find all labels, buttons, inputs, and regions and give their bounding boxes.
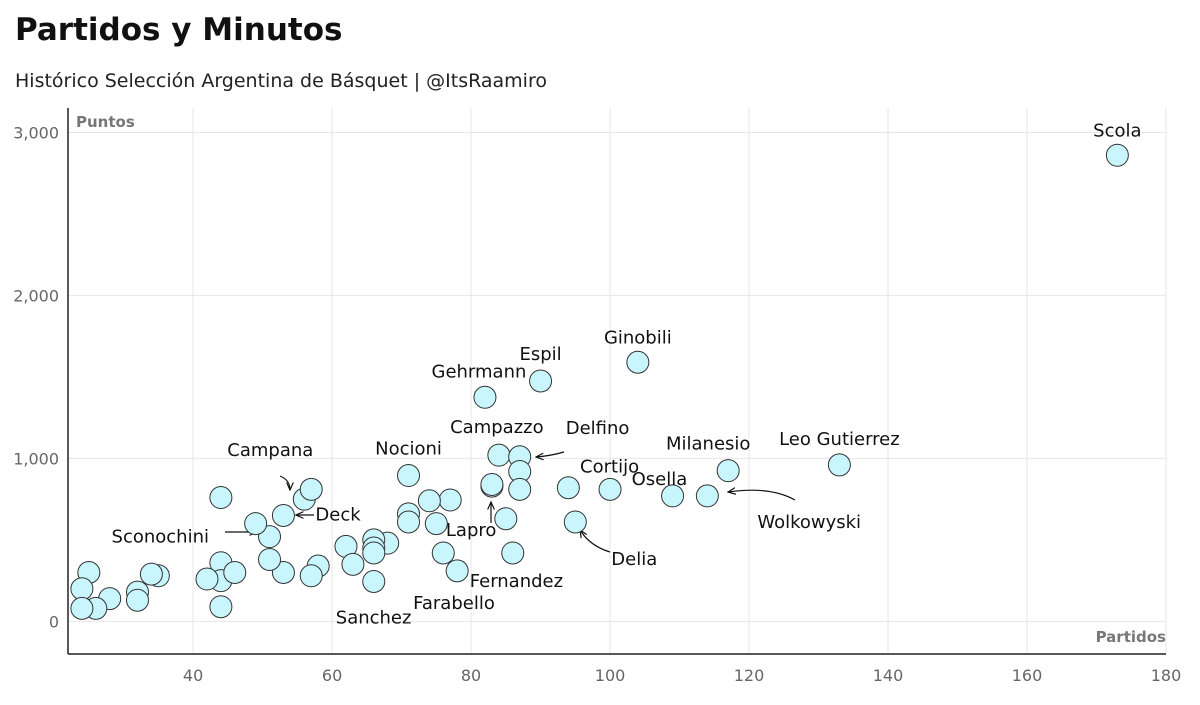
x-tick-label: 40 (183, 666, 203, 685)
arrow-wolkowyski (728, 490, 796, 501)
data-point (494, 507, 518, 531)
data-point (195, 567, 219, 591)
chart-subtitle: Histórico Selección Argentina de Básquet… (15, 70, 547, 92)
data-point (598, 477, 622, 501)
data-points (70, 143, 1129, 620)
arrow-delfino (536, 451, 565, 457)
data-point (397, 510, 421, 534)
x-tick-label: 60 (322, 666, 342, 685)
chart-title: Partidos y Minutos (15, 12, 343, 48)
x-tick-label: 100 (595, 666, 626, 685)
data-point (529, 369, 553, 393)
point-label: Sconochini (112, 527, 209, 548)
data-point (397, 464, 421, 488)
data-point (473, 385, 497, 409)
y-tick-label: 3,000 (13, 123, 59, 142)
axes: 40 60 80 100 120 140 160 180 0 1,000 2,000 3,000 (13, 108, 1181, 685)
point-label: Sanchez (336, 607, 412, 628)
data-point (258, 547, 282, 571)
y-axis-title: Puntos (76, 113, 135, 131)
point-label: Gehrmann (432, 361, 527, 382)
data-point (563, 510, 587, 534)
point-label: Milanesio (666, 434, 750, 455)
point-label: Espil (519, 344, 561, 365)
data-point (341, 552, 365, 576)
x-axis-title: Partidos (1096, 628, 1166, 646)
point-label: Cortijo (580, 456, 639, 477)
point-label: Deck (315, 504, 361, 525)
x-tick-label: 120 (734, 666, 765, 685)
data-point (480, 472, 504, 496)
data-point (417, 489, 441, 513)
data-point (362, 541, 386, 565)
point-label: Campana (227, 440, 313, 461)
point-label: Fernandez (470, 571, 563, 592)
point-label: Nocioni (375, 439, 442, 460)
data-point (362, 569, 386, 593)
point-label: Wolkowyski (757, 512, 861, 533)
point-label: Delfino (566, 418, 630, 439)
x-tick-label: 180 (1151, 666, 1182, 685)
data-point (556, 476, 580, 500)
data-point (299, 477, 323, 501)
data-point (139, 562, 163, 586)
point-label: Scola (1093, 120, 1141, 141)
point-label: Delia (611, 549, 657, 570)
point-label: Osella (632, 469, 688, 490)
data-point (661, 484, 685, 508)
grid (68, 108, 1167, 654)
data-point (70, 596, 94, 620)
data-point (424, 512, 448, 536)
data-point (716, 459, 740, 483)
y-tick-label: 2,000 (13, 286, 59, 305)
data-point (70, 577, 94, 601)
data-point (271, 503, 295, 527)
point-label: Campazzo (450, 417, 544, 438)
annotation-arrows (225, 451, 796, 553)
data-point (431, 541, 455, 565)
x-tick-label: 80 (461, 666, 481, 685)
y-tick-label: 0 (49, 612, 59, 631)
data-point (501, 541, 525, 565)
data-point (125, 588, 149, 612)
arrow-delia (580, 530, 611, 553)
point-label: Lapro (446, 520, 497, 541)
arrow-campana (279, 475, 290, 490)
data-point (438, 488, 462, 512)
x-tick-label: 160 (1012, 666, 1043, 685)
data-point (209, 486, 233, 510)
x-tick-label: 140 (873, 666, 904, 685)
data-point (445, 559, 469, 583)
data-point (209, 595, 233, 619)
data-point (508, 477, 532, 501)
point-label: Ginobili (604, 327, 672, 348)
y-tick-label: 1,000 (13, 449, 59, 468)
point-label: Leo Gutierrez (779, 429, 900, 450)
data-point (695, 484, 719, 508)
data-point (244, 512, 268, 536)
data-point (1105, 143, 1129, 167)
data-point (299, 564, 323, 588)
point-label: Farabello (413, 593, 495, 614)
data-point (487, 443, 511, 467)
data-point (626, 350, 650, 374)
data-point (223, 561, 247, 585)
data-point (827, 453, 851, 477)
